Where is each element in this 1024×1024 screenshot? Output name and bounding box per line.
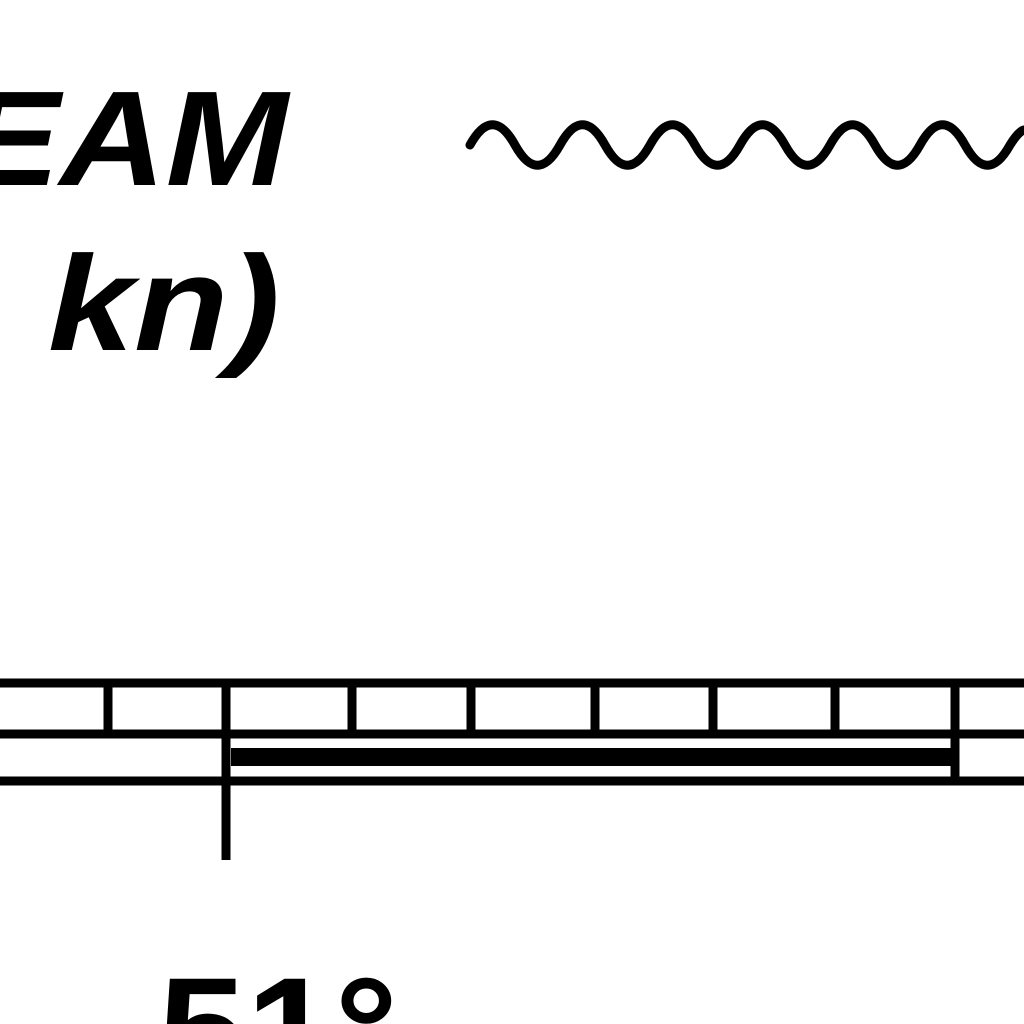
- stream-label-line-2: kn): [48, 228, 280, 379]
- latitude-label: 51°: [158, 946, 398, 1024]
- scale-bar-icon: [0, 678, 1024, 860]
- wavy-line-icon: [465, 120, 1024, 170]
- stream-label-line-1: EAM: [0, 63, 291, 214]
